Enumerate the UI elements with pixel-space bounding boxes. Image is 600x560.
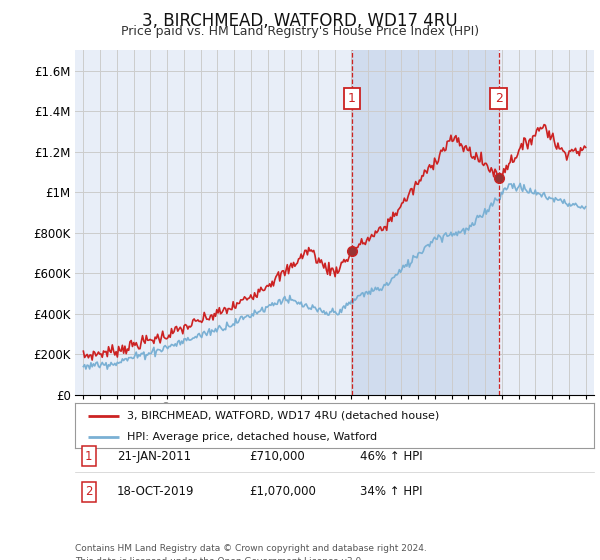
- Text: 2: 2: [494, 92, 503, 105]
- Text: 2: 2: [85, 485, 92, 498]
- Text: HPI: Average price, detached house, Watford: HPI: Average price, detached house, Watf…: [127, 432, 377, 442]
- Text: 18-OCT-2019: 18-OCT-2019: [117, 485, 194, 498]
- Text: 46% ↑ HPI: 46% ↑ HPI: [360, 450, 422, 463]
- Text: £710,000: £710,000: [249, 450, 305, 463]
- Bar: [352, 50, 499, 395]
- Text: 1: 1: [85, 450, 92, 463]
- Text: 21-JAN-2011: 21-JAN-2011: [117, 450, 191, 463]
- Text: 3, BIRCHMEAD, WATFORD, WD17 4RU: 3, BIRCHMEAD, WATFORD, WD17 4RU: [142, 12, 458, 30]
- Text: 3, BIRCHMEAD, WATFORD, WD17 4RU (detached house): 3, BIRCHMEAD, WATFORD, WD17 4RU (detache…: [127, 410, 439, 421]
- Text: £1,070,000: £1,070,000: [249, 485, 316, 498]
- Text: Contains HM Land Registry data © Crown copyright and database right 2024.
This d: Contains HM Land Registry data © Crown c…: [75, 544, 427, 560]
- Text: 34% ↑ HPI: 34% ↑ HPI: [360, 485, 422, 498]
- Text: Price paid vs. HM Land Registry's House Price Index (HPI): Price paid vs. HM Land Registry's House …: [121, 25, 479, 38]
- Text: 1: 1: [348, 92, 356, 105]
